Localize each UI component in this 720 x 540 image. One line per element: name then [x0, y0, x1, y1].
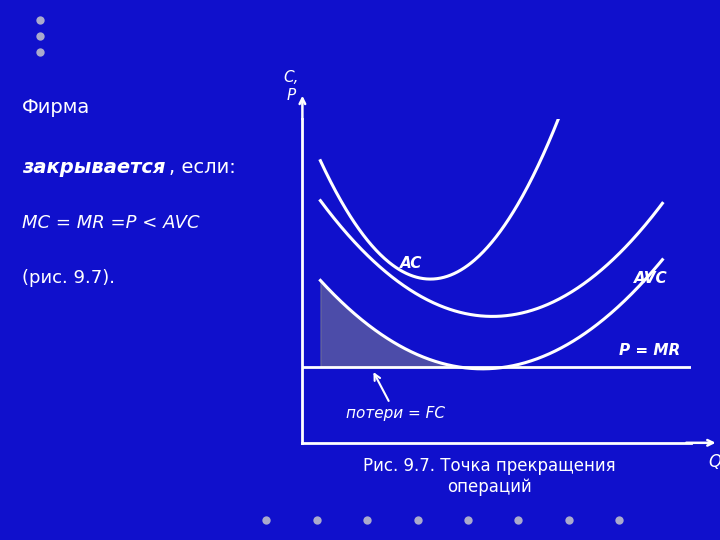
- Text: закрывается: закрывается: [22, 158, 165, 177]
- Text: AVC: AVC: [634, 271, 667, 286]
- Text: P = MR: P = MR: [619, 343, 680, 358]
- Text: , если:: , если:: [169, 158, 236, 177]
- Text: C,
P: C, P: [283, 70, 299, 103]
- Text: Фирма: Фирма: [22, 98, 90, 118]
- Text: (рис. 9.7).: (рис. 9.7).: [22, 269, 114, 287]
- Text: потери = FC: потери = FC: [346, 374, 445, 421]
- Text: AC: AC: [400, 256, 422, 272]
- Text: MC = MR =P < AVC: MC = MR =P < AVC: [22, 214, 199, 232]
- Text: Рис. 9.7. Точка прекращения
операций: Рис. 9.7. Точка прекращения операций: [364, 457, 616, 496]
- Text: Q: Q: [708, 453, 720, 470]
